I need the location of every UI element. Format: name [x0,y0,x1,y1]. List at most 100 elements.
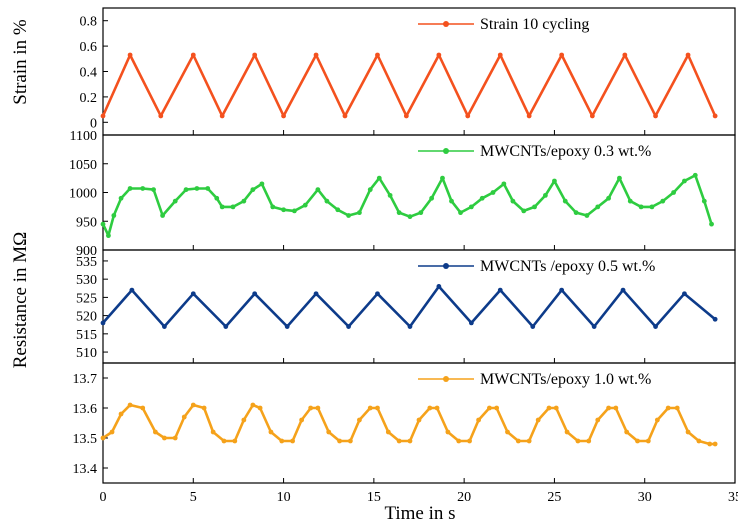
data-point [712,113,718,119]
data-point [347,438,353,444]
y-tick-label: 0.4 [80,66,98,81]
panel-frame [102,362,736,484]
data-point [308,405,314,411]
data-point [127,186,133,191]
data-point [257,405,263,411]
data-point [468,320,474,326]
data-point [584,213,590,218]
data-point [575,438,581,444]
panel-r05: 510 515 520 525 530 535 MWCNTs /epoxy 0.5 wt.% [76,249,736,364]
data-point [429,195,435,201]
data-point [190,291,196,297]
data-point [407,214,413,220]
data-point [535,417,541,423]
data-point [230,204,236,210]
data-point [385,429,391,435]
data-point [127,52,133,58]
data-point [709,221,714,227]
data-point [270,204,276,210]
data-point [375,291,380,297]
data-point [606,195,611,201]
data-point [407,438,413,444]
data-point [613,405,619,411]
data-point [326,429,332,435]
data-point [172,198,178,204]
data-point [434,405,440,411]
data-point [140,186,146,191]
y-tick-label: 1000 [69,187,97,202]
series-line [102,403,716,446]
y-tick-label: 1100 [70,129,97,144]
data-point [707,441,713,447]
legend-label: MWCNTs/epoxy 1.0 wt.% [480,371,651,388]
data-point [526,113,532,119]
y-tick-label: 13.6 [73,402,98,417]
data-point [559,287,565,293]
data-point [416,417,422,423]
data-point [543,192,548,198]
data-point [313,291,319,297]
data-point [161,435,167,441]
data-point [553,405,559,411]
data-point [250,402,256,408]
data-point [589,113,595,119]
data-point [279,438,285,444]
data-point [654,417,660,423]
data-point [346,213,351,218]
legend-label: Strain 10 cycling [480,16,589,33]
data-point [140,405,146,411]
data-point [586,438,592,444]
data-point [281,113,286,119]
data-point [701,198,707,204]
data-point [127,402,133,408]
data-point [324,198,330,204]
data-point [302,202,308,208]
data-point [653,324,658,329]
data-point [562,198,568,204]
data-point [674,405,680,411]
data-point [100,113,106,119]
panel-frame [102,7,736,136]
data-point [622,52,628,58]
y-tick-label: 950 [76,215,97,230]
data-point [129,287,135,293]
data-point [387,192,393,198]
data-point [649,204,655,210]
data-point [183,187,189,193]
data-point [161,324,167,329]
series-line [101,53,717,118]
y-tick-label: 515 [76,328,97,343]
data-point [375,405,380,411]
data-point [595,204,601,210]
xlabel: Time in s [384,503,455,524]
data-point [160,213,165,218]
data-point [219,113,225,119]
data-point [190,402,196,408]
data-point [210,429,216,435]
data-point [221,438,227,444]
x-tick-label: 35 [728,490,738,505]
data-point [313,52,319,58]
data-point [190,52,196,58]
data-point [118,195,124,201]
data-point [445,429,451,435]
y-tick-label: 13.5 [73,432,98,447]
data-point [375,52,380,58]
data-point [346,324,351,329]
panel-strain: 0 0.2 0.4 0.6 0.8 Strain 10 cycling [80,7,736,136]
data-point [214,195,220,201]
data-point [194,186,200,191]
legend-marker [443,263,449,269]
data-point [692,172,698,178]
data-point [259,181,265,187]
data-point [465,113,471,119]
data-point [268,429,274,435]
ylabel-strain: Strain in % [10,19,31,105]
legend-marker [443,148,449,154]
data-point [685,52,691,58]
x-tick-label: 10 [277,490,291,505]
data-point [573,210,579,216]
data-point [158,113,164,119]
data-point [479,195,485,201]
data-point [252,52,258,58]
